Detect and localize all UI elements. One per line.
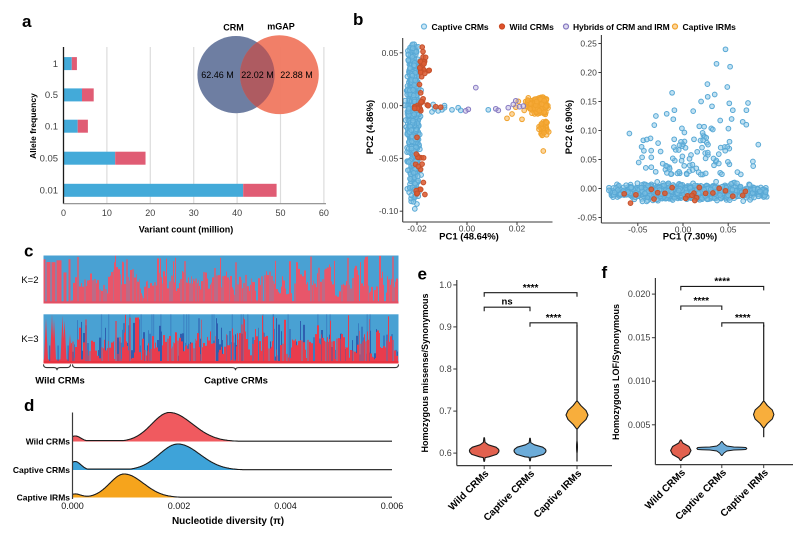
svg-text:0.10: 0.10	[580, 126, 597, 136]
svg-text:Homozygous LOF/Synonymous: Homozygous LOF/Synonymous	[611, 304, 621, 440]
svg-text:Hybrids of CRM and IRM: Hybrids of CRM and IRM	[573, 22, 670, 32]
svg-text:0.9: 0.9	[439, 322, 452, 332]
svg-text:0.1: 0.1	[45, 121, 58, 132]
svg-text:0.004: 0.004	[274, 501, 297, 511]
svg-text:Allele frequency: Allele frequency	[28, 93, 38, 159]
svg-text:mGAP: mGAP	[267, 22, 295, 32]
svg-text:0.05: 0.05	[720, 225, 737, 235]
svg-text:1: 1	[53, 59, 58, 70]
svg-text:22.02 M: 22.02 M	[241, 70, 274, 80]
svg-text:PC2 (4.86%): PC2 (4.86%)	[365, 100, 376, 154]
svg-text:Captive CRMs: Captive CRMs	[432, 22, 489, 32]
svg-text:Captive IRMs: Captive IRMs	[17, 493, 71, 503]
svg-text:60: 60	[319, 208, 329, 218]
svg-text:20: 20	[145, 208, 155, 218]
svg-text:62.46 M: 62.46 M	[201, 70, 234, 80]
svg-text:****: ****	[735, 313, 751, 324]
svg-text:0.01: 0.01	[40, 186, 59, 197]
svg-text:Nucleotide diversity (π): Nucleotide diversity (π)	[172, 516, 284, 527]
svg-text:-0.05: -0.05	[628, 225, 648, 235]
svg-text:K=3: K=3	[21, 334, 38, 345]
svg-text:PC1 (7.30%): PC1 (7.30%)	[663, 232, 717, 243]
svg-text:****: ****	[523, 283, 539, 294]
svg-text:f: f	[602, 263, 608, 282]
svg-text:K=2: K=2	[21, 275, 38, 286]
svg-text:b: b	[353, 10, 363, 29]
svg-text:-0.10: -0.10	[379, 206, 399, 216]
svg-text:0.020: 0.020	[628, 289, 651, 299]
svg-text:Wild CRMs: Wild CRMs	[26, 437, 71, 447]
svg-text:d: d	[24, 396, 34, 415]
svg-text:0.00: 0.00	[382, 101, 399, 111]
svg-text:CRM: CRM	[223, 23, 244, 33]
svg-text:0.05: 0.05	[40, 153, 59, 164]
svg-text:0.8: 0.8	[439, 364, 452, 374]
svg-text:Variant count (million): Variant count (million)	[139, 225, 234, 235]
svg-text:0.00: 0.00	[580, 184, 597, 194]
svg-text:a: a	[22, 12, 32, 31]
svg-text:****: ****	[714, 277, 730, 288]
svg-text:****: ****	[694, 296, 710, 307]
svg-text:0: 0	[61, 208, 66, 218]
svg-text:Homozygous missense/Synonymous: Homozygous missense/Synonymous	[420, 293, 430, 452]
svg-text:PC1 (48.64%): PC1 (48.64%)	[439, 232, 499, 243]
svg-text:1.0: 1.0	[439, 280, 452, 290]
svg-text:0.25: 0.25	[580, 39, 597, 49]
svg-text:22.88 M: 22.88 M	[280, 70, 313, 80]
svg-text:Wild CRMs: Wild CRMs	[35, 376, 85, 387]
svg-text:40: 40	[232, 208, 242, 218]
svg-text:****: ****	[546, 313, 562, 324]
svg-text:Captive CRMs: Captive CRMs	[13, 465, 70, 475]
svg-text:-0.05: -0.05	[379, 153, 399, 163]
svg-text:-0.05: -0.05	[578, 213, 598, 223]
svg-text:0.00: 0.00	[459, 224, 476, 234]
svg-text:e: e	[418, 265, 427, 284]
svg-text:0.002: 0.002	[168, 501, 191, 511]
svg-text:0.6: 0.6	[439, 448, 452, 458]
svg-text:0.5: 0.5	[45, 90, 58, 101]
svg-text:0.015: 0.015	[628, 333, 651, 343]
svg-text:0.006: 0.006	[381, 501, 404, 511]
svg-text:0.010: 0.010	[628, 376, 651, 386]
svg-text:0.20: 0.20	[580, 68, 597, 78]
svg-text:10: 10	[102, 208, 112, 218]
svg-text:Captive IRMs: Captive IRMs	[683, 22, 737, 32]
svg-text:0.005: 0.005	[628, 420, 651, 430]
svg-text:ns: ns	[502, 297, 513, 308]
svg-text:0.7: 0.7	[439, 406, 452, 416]
svg-text:c: c	[24, 242, 33, 261]
svg-text:Wild CRMs: Wild CRMs	[510, 22, 555, 32]
svg-text:30: 30	[189, 208, 199, 218]
svg-text:50: 50	[275, 208, 285, 218]
svg-text:PC2 (6.90%): PC2 (6.90%)	[564, 100, 575, 154]
svg-text:0.00: 0.00	[675, 225, 692, 235]
svg-text:0.05: 0.05	[580, 155, 597, 165]
svg-text:0.000: 0.000	[61, 501, 84, 511]
svg-text:-0.02: -0.02	[407, 224, 427, 234]
svg-text:Captive CRMs: Captive CRMs	[204, 376, 268, 387]
svg-text:0.15: 0.15	[580, 97, 597, 107]
svg-text:0.02: 0.02	[509, 224, 526, 234]
svg-text:0.05: 0.05	[382, 48, 399, 58]
